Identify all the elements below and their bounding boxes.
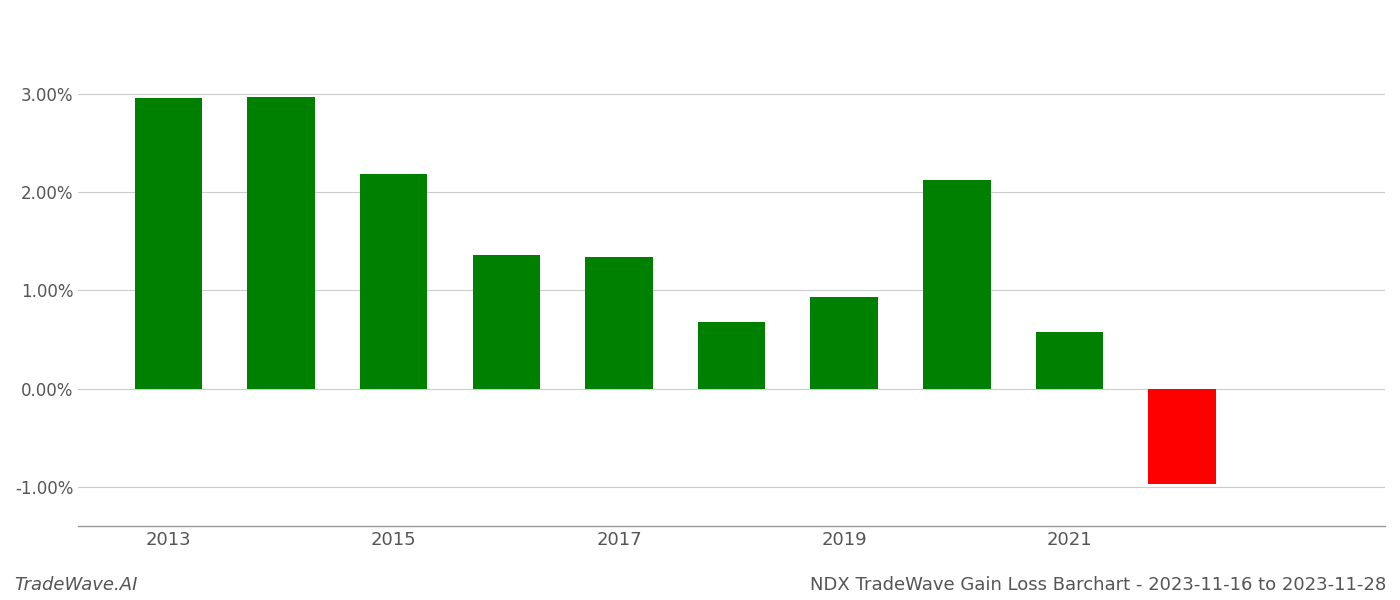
Text: TradeWave.AI: TradeWave.AI — [14, 576, 137, 594]
Bar — [923, 180, 991, 389]
Bar — [811, 297, 878, 389]
Bar — [697, 322, 766, 389]
Bar — [1148, 389, 1217, 484]
Bar — [360, 174, 427, 389]
Bar — [1036, 332, 1103, 389]
Bar — [585, 257, 652, 389]
Text: NDX TradeWave Gain Loss Barchart - 2023-11-16 to 2023-11-28: NDX TradeWave Gain Loss Barchart - 2023-… — [809, 576, 1386, 594]
Bar — [248, 97, 315, 389]
Bar — [134, 98, 202, 389]
Bar — [473, 255, 540, 389]
